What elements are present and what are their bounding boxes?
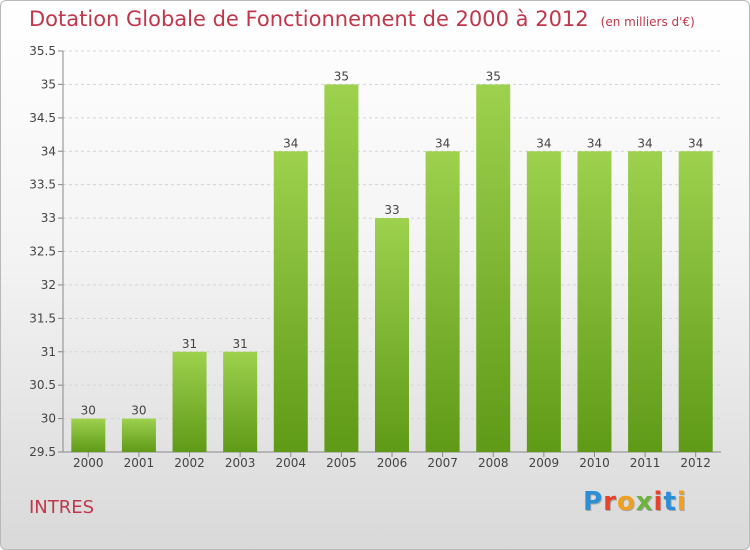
logo-letter: x <box>635 487 654 517</box>
bar-2000 <box>71 418 106 452</box>
bar-2011 <box>628 151 663 452</box>
x-tick-label: 2002 <box>174 456 205 470</box>
x-tick-label: 2004 <box>275 456 306 470</box>
bar-2010 <box>577 151 612 452</box>
y-tick-label: 30 <box>41 412 56 426</box>
data-label: 35 <box>334 69 349 83</box>
y-tick-label: 30.5 <box>29 378 56 392</box>
data-label: 34 <box>536 136 551 150</box>
data-label: 34 <box>283 136 298 150</box>
data-label: 34 <box>587 136 602 150</box>
data-label: 33 <box>384 203 399 217</box>
x-tick-label: 2001 <box>124 456 155 470</box>
x-tick-label: 2005 <box>326 456 357 470</box>
x-tick-label: 2012 <box>680 456 711 470</box>
y-tick-label: 29.5 <box>29 445 56 459</box>
logo-letter: i <box>653 487 664 517</box>
y-tick-label: 31.5 <box>29 311 56 325</box>
x-tick-label: 2011 <box>630 456 661 470</box>
commune-name: INTRES <box>29 497 95 518</box>
x-tick-label: 2008 <box>478 456 509 470</box>
bar-2007 <box>425 151 460 452</box>
data-label: 35 <box>486 69 501 83</box>
y-tick-label: 35 <box>41 77 56 91</box>
y-tick-label: 35.5 <box>29 44 56 58</box>
x-tick-label: 2007 <box>427 456 458 470</box>
bar-2008 <box>476 84 511 453</box>
y-tick-label: 31 <box>41 345 56 359</box>
x-tick-label: 2010 <box>579 456 610 470</box>
data-label: 34 <box>435 136 450 150</box>
bar-2002 <box>172 351 207 452</box>
data-label: 34 <box>637 136 652 150</box>
logo-letter: r <box>603 487 617 517</box>
logo-letter: o <box>616 487 636 517</box>
bar-2004 <box>273 151 308 452</box>
x-tick-label: 2003 <box>225 456 256 470</box>
data-label: 30 <box>131 404 146 418</box>
chart-subtitle: (en milliers d'€) <box>600 15 695 29</box>
y-tick-label: 32.5 <box>29 245 56 259</box>
logo-letter: P <box>583 487 604 517</box>
x-tick-label: 2009 <box>529 456 560 470</box>
data-labels: 30 30 31 31 34 35 33 34 35 34 34 34 34 <box>81 69 704 417</box>
y-tick-label: 32 <box>41 278 56 292</box>
data-label: 31 <box>233 337 248 351</box>
y-tick-label: 33.5 <box>29 178 56 192</box>
bar-2009 <box>526 151 561 452</box>
data-label: 31 <box>182 337 197 351</box>
bar-2001 <box>121 418 156 452</box>
data-label: 34 <box>688 136 703 150</box>
bar-2005 <box>324 84 359 453</box>
x-tick-label: 2000 <box>73 456 104 470</box>
proxiti-logo[interactable]: Proxiti <box>583 487 687 517</box>
logo-letter: t <box>663 487 677 517</box>
bar-chart: 29.5 30 30.5 31 31.5 32 32.5 33 33.5 34 34.5 35 35.5… <box>29 44 721 470</box>
bar-2003 <box>223 351 258 452</box>
x-tick-label: 2006 <box>377 456 408 470</box>
bar-2006 <box>375 218 409 452</box>
bars <box>71 84 713 453</box>
logo-letter: i <box>676 487 687 517</box>
y-tick-label: 34.5 <box>29 111 56 125</box>
data-label: 30 <box>81 404 96 418</box>
bar-2012 <box>678 151 713 452</box>
y-tick-label: 33 <box>41 211 56 225</box>
y-tick-label: 34 <box>41 144 56 158</box>
chart-title: Dotation Globale de Fonctionnement de 20… <box>29 7 695 31</box>
title-text: Dotation Globale de Fonctionnement de 20… <box>29 7 589 31</box>
